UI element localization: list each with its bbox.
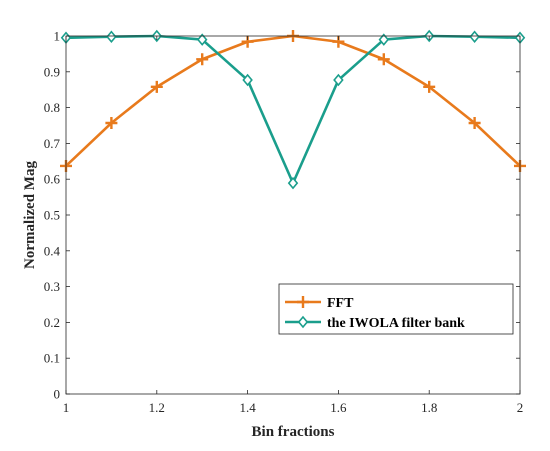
y-tick-label: 0 (54, 387, 61, 402)
series-2-point (469, 30, 480, 43)
series-1-point (196, 53, 209, 66)
x-tick-label: 1.6 (330, 400, 347, 415)
series-1-point (468, 116, 481, 129)
x-tick-label: 2 (517, 400, 524, 415)
series-1-point (377, 53, 390, 66)
x-tick-label: 1 (63, 400, 70, 415)
legend-marker-1 (297, 296, 309, 308)
series-1-point (150, 80, 163, 93)
y-tick-label: 0.4 (44, 243, 61, 258)
y-tick-label: 0.7 (44, 136, 61, 151)
y-tick-label: 1 (54, 29, 61, 44)
legend-marker-2 (297, 315, 309, 329)
tick-layer: 1 1.2 1.4 1.6 1.8 2 0 0.1 0.2 0.3 0.4 0.5 0.6 0.7 0.8 0… (44, 29, 524, 416)
y-axis-label: Normalized Mag (22, 161, 38, 269)
series-2-point (333, 73, 344, 87)
y-tick-label: 0.2 (44, 315, 60, 330)
legend-box (278, 283, 514, 335)
series-2-point (378, 33, 390, 46)
x-axis-label: Bin fractions (252, 424, 335, 440)
y-tick-label: 0.5 (44, 208, 60, 223)
y-tick-label: 0.9 (44, 64, 60, 79)
y-tick-label: 0.3 (44, 279, 60, 294)
series-2-point (106, 30, 117, 43)
series-2-point (196, 33, 208, 46)
legend: FFT the IWOLA filter bank (278, 283, 514, 335)
x-tick-label: 1.4 (239, 400, 256, 415)
series-2-point (242, 73, 253, 87)
series-2-point (287, 176, 299, 190)
y-tick-label: 0.6 (44, 172, 61, 187)
legend-label-2: the IWOLA filter bank (327, 316, 465, 331)
y-tick-label: 0.1 (44, 351, 60, 366)
plot-area (66, 36, 520, 394)
legend-label-1: FFT (327, 296, 354, 311)
x-tick-label: 1.2 (149, 400, 165, 415)
series-1-point (423, 80, 436, 93)
x-tick-label: 1.8 (421, 400, 437, 415)
y-tick-label: 0.8 (44, 100, 60, 115)
series-1-point (105, 116, 118, 129)
